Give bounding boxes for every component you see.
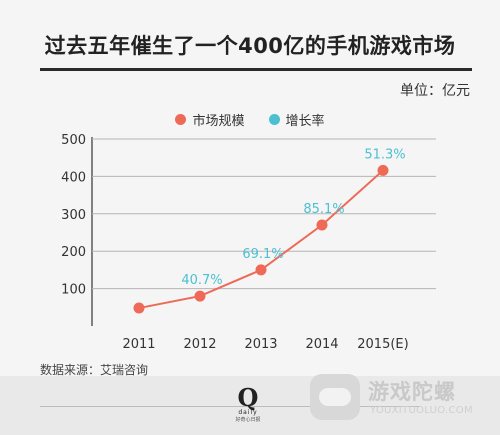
y-tick-label: 500: [61, 133, 86, 148]
unit-label: 单位：亿元: [400, 83, 470, 99]
watermark: 游戏陀螺 YOUXITUOLUO.COM: [310, 372, 500, 428]
legend-label-scale: 市场规模: [192, 114, 245, 129]
title-divider: [40, 68, 472, 71]
growth-rate-label: 69.1%: [242, 247, 283, 262]
gamepad-icon: [310, 374, 360, 420]
legend-item-growth: 增长率: [268, 110, 325, 129]
legend-item-scale: 市场规模: [175, 110, 245, 129]
series-line-scale: [138, 169, 384, 310]
data-source: 数据来源：艾瑞咨询: [40, 363, 149, 377]
x-tick-label: 2011: [122, 337, 155, 352]
growth-rate-label: 85.1%: [303, 202, 344, 217]
watermark-url: YOUXITUOLUO.COM: [370, 405, 473, 416]
logo-subtext: 好奇心日报: [235, 417, 261, 423]
x-tick-label: 2013: [244, 337, 277, 352]
footer-divider: [40, 406, 420, 407]
data-point-scale: [316, 219, 328, 231]
logo-letter: Q: [237, 383, 259, 412]
legend-label-growth: 增长率: [285, 114, 325, 129]
x-tick-label: 2012: [183, 337, 216, 352]
data-point-scale: [377, 164, 389, 176]
x-tick-label: 2014: [305, 337, 338, 352]
y-tick-label: 100: [61, 283, 86, 298]
logo-text: daily: [238, 409, 258, 416]
data-point-scale: [133, 302, 145, 314]
data-point-scale: [194, 290, 206, 302]
legend-dot-growth: [268, 114, 280, 125]
chart-legend: 市场规模 增长率: [0, 110, 500, 129]
growth-rate-label: 51.3%: [364, 147, 405, 162]
footer-band: [0, 376, 500, 435]
page-title: 过去五年催生了一个400亿的手机游戏市场: [44, 34, 456, 58]
data-point-scale: [255, 264, 267, 276]
y-tick-label: 300: [61, 208, 86, 223]
y-tick-label: 200: [61, 245, 86, 260]
legend-dot-scale: [175, 114, 187, 125]
x-tick-label: 2015(E): [357, 337, 408, 352]
watermark-name: 游戏陀螺: [368, 380, 456, 404]
y-tick-label: 400: [61, 170, 86, 185]
qdaily-logo: Q daily 好奇心日报: [230, 383, 266, 424]
growth-rate-label: 40.7%: [181, 273, 222, 288]
